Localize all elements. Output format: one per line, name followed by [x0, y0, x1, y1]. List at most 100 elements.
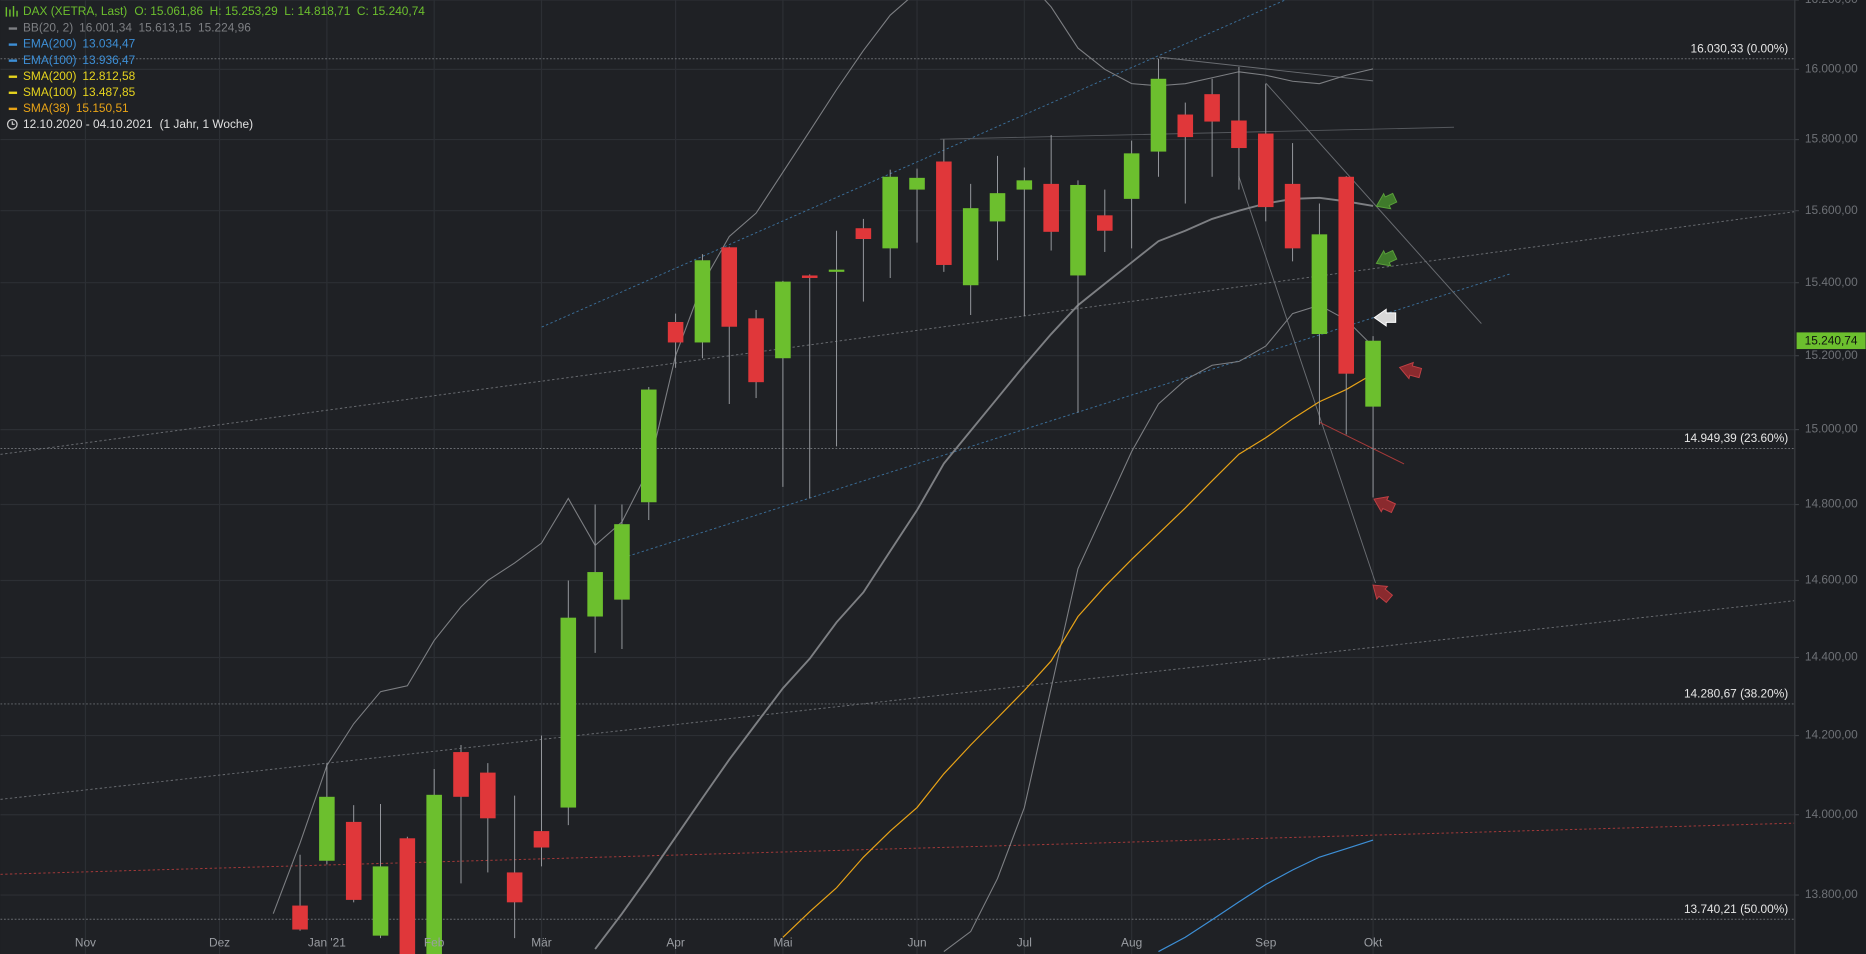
candle-body: [1097, 215, 1113, 231]
axis: 13.800,00 14.000,00 14.200,00 14.400,00 14.6…: [75, 0, 1866, 949]
candle-body: [1070, 184, 1086, 276]
y-tick-label: 16.200,00: [1805, 0, 1858, 6]
legend: DAX (XETRA, Last) O: 15.061,86 H: 15.253…: [5, 4, 425, 131]
candle-body: [1365, 340, 1381, 407]
x-tick-label: Apr: [666, 935, 685, 949]
candle-body: [909, 177, 925, 190]
candle-body: [372, 866, 389, 936]
trend-line: [1158, 56, 1374, 82]
arrow: [1398, 361, 1423, 380]
last-price-label: 15.240,74: [1805, 333, 1858, 347]
x-tick-label: Aug: [1121, 935, 1142, 949]
fib-label: 14.949,39 (23.60%): [1684, 431, 1788, 445]
y-tick-label: 15.800,00: [1805, 132, 1858, 146]
ohlc-values: O: 15.061,86 H: 15.253,29 L: 14.818,71 C…: [134, 4, 425, 18]
x-tick-label: Mai: [773, 935, 792, 949]
x-tick-label: Mär: [531, 935, 551, 949]
candle-body: [1311, 234, 1328, 335]
trend-line: [541, 0, 1286, 328]
candle-body: [453, 752, 469, 797]
indicator-line: [782, 373, 1374, 938]
signal-arrows: [1372, 192, 1423, 604]
fib-label: 16.030,33 (0.00%): [1691, 41, 1789, 55]
legend-value: 15.150,51: [76, 101, 129, 115]
period: 12.10.2020 - 04.10.2021: [23, 117, 153, 131]
arrow: [1375, 249, 1398, 267]
indicator-line: [594, 196, 1374, 950]
price-axis-panel: [1794, 0, 1866, 954]
candle-body: [667, 321, 684, 343]
legend-label: SMA(200): [23, 69, 77, 83]
candle-body: [345, 821, 362, 900]
y-tick-label: 14.000,00: [1805, 807, 1858, 821]
arrow: [1373, 308, 1397, 327]
candle-body: [882, 176, 898, 249]
symbol-icon: [5, 5, 18, 17]
y-tick-label: 13.800,00: [1805, 887, 1858, 901]
trend-line: [0, 211, 1795, 455]
x-tick-label: Okt: [1364, 935, 1383, 949]
trend-line: [0, 822, 1795, 875]
y-tick-label: 15.200,00: [1805, 348, 1858, 362]
x-tick-label: Jan '21: [308, 935, 346, 949]
candle-body: [989, 193, 1006, 222]
candle-body: [936, 161, 952, 265]
y-tick-label: 14.400,00: [1805, 650, 1858, 664]
candle-body: [1338, 176, 1355, 374]
fib-label: 14.280,67 (38.20%): [1684, 687, 1788, 701]
y-tick-label: 15.400,00: [1805, 275, 1858, 289]
candle-body: [1177, 114, 1194, 138]
legend-label: SMA(100): [23, 85, 77, 99]
candle-body: [1123, 153, 1140, 199]
trend-line: [940, 126, 1455, 140]
y-tick-label: 14.800,00: [1805, 497, 1858, 511]
arrow: [1372, 584, 1394, 604]
period-note: (1 Jahr, 1 Woche): [160, 117, 254, 131]
candle-body: [1043, 183, 1059, 232]
clock-icon: [11, 121, 15, 125]
candle-body: [1150, 78, 1167, 152]
candle-body: [560, 617, 577, 808]
trend-line: [0, 600, 1795, 800]
candle-body: [1016, 180, 1033, 190]
candle-body: [480, 772, 496, 819]
y-tick-label: 14.200,00: [1805, 728, 1858, 742]
legend-value: 12.812,58: [82, 69, 135, 83]
candle-body: [640, 389, 657, 503]
candle-body: [1204, 94, 1220, 122]
legend-label: SMA(38): [23, 101, 70, 115]
candle-body: [614, 524, 630, 600]
indicator-line: [1158, 839, 1374, 953]
candle-body: [721, 247, 738, 327]
marks: [0, 0, 1795, 954]
candle-body: [319, 796, 335, 861]
y-tick-label: 15.000,00: [1805, 422, 1858, 436]
candle-body: [426, 794, 442, 954]
candle-body: [533, 831, 550, 848]
candle-body: [748, 318, 764, 383]
trend-line: [1265, 82, 1482, 324]
chart-title: DAX (XETRA, Last): [23, 4, 127, 18]
legend-value: 13.034,47: [82, 37, 135, 51]
arrow: [1373, 496, 1397, 514]
indicator-line: [943, 304, 1374, 952]
candle-body: [694, 260, 711, 343]
legend-label: BB(20, 2): [23, 21, 73, 35]
candle-body: [399, 838, 416, 954]
trend-line: [618, 273, 1512, 560]
legend-value: 16.001,34 15.613,15 15.224,96: [79, 21, 251, 35]
legend-value: 13.487,85: [82, 85, 135, 99]
x-tick-label: Sep: [1255, 935, 1277, 949]
y-tick-label: 14.600,00: [1805, 573, 1858, 587]
drawings: [0, 0, 1795, 875]
candle-body: [775, 281, 791, 359]
candle-body: [828, 269, 845, 272]
clock-icon: [6, 118, 18, 130]
arrow: [1375, 192, 1398, 210]
y-tick-label: 15.600,00: [1805, 203, 1858, 217]
trend-line: [1319, 421, 1405, 465]
legend-label: EMA(100): [23, 53, 77, 67]
fib-label: 13.740,21 (50.00%): [1684, 902, 1788, 916]
